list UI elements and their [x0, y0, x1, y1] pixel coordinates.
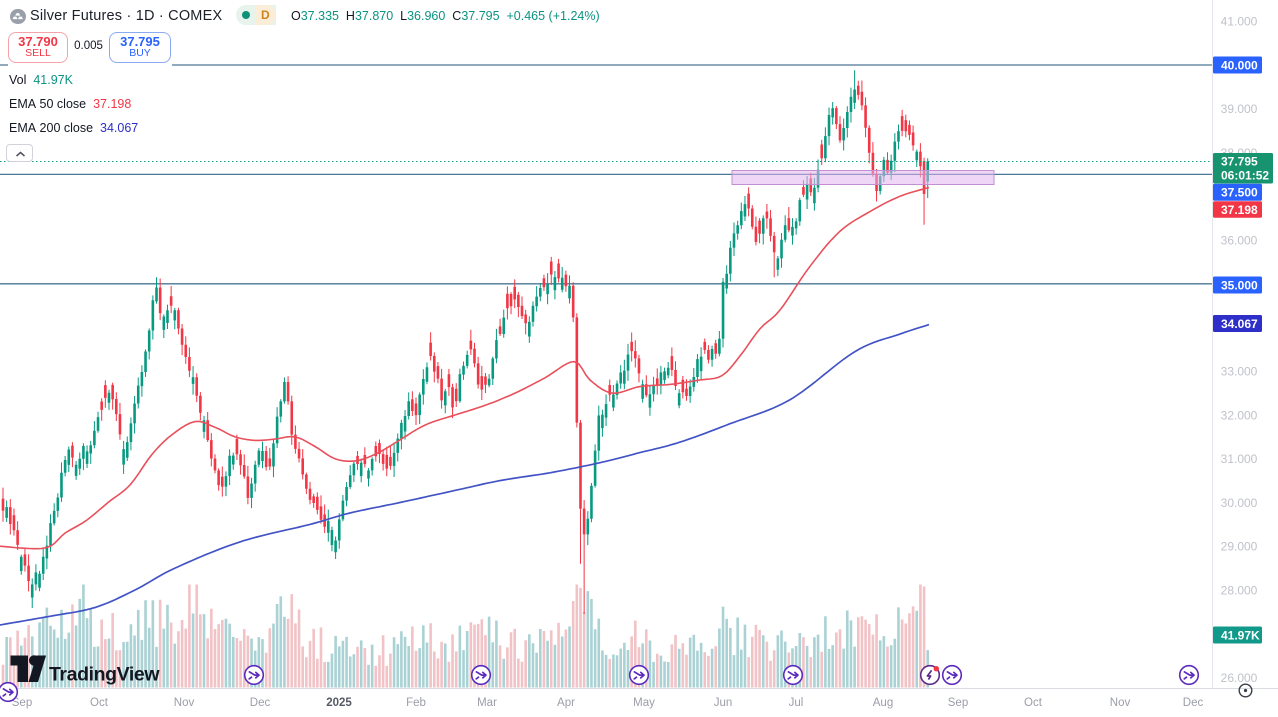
svg-text:37.198: 37.198: [1221, 203, 1258, 217]
svg-text:39.000: 39.000: [1221, 102, 1258, 116]
svg-text:Oct: Oct: [90, 697, 109, 709]
svg-text:Mar: Mar: [477, 697, 497, 709]
svg-text:Jul: Jul: [789, 697, 804, 709]
svg-text:Sep: Sep: [12, 697, 32, 709]
svg-text:2025: 2025: [326, 697, 352, 709]
svg-text:Feb: Feb: [406, 697, 426, 709]
svg-text:TradingView: TradingView: [49, 664, 160, 686]
svg-text:06:01:52: 06:01:52: [1221, 169, 1269, 183]
svg-text:29.000: 29.000: [1221, 540, 1258, 554]
svg-text:May: May: [633, 697, 655, 709]
svg-text:Jun: Jun: [714, 697, 733, 709]
svg-text:34.067: 34.067: [1221, 317, 1258, 331]
svg-text:Dec: Dec: [1183, 697, 1204, 709]
svg-text:Nov: Nov: [174, 697, 195, 709]
svg-text:Dec: Dec: [250, 697, 271, 709]
svg-text:36.000: 36.000: [1221, 233, 1258, 247]
svg-text:Nov: Nov: [1110, 697, 1131, 709]
svg-text:26.000: 26.000: [1221, 671, 1258, 685]
svg-text:32.000: 32.000: [1221, 408, 1258, 422]
svg-text:33.000: 33.000: [1221, 365, 1258, 379]
svg-text:Aug: Aug: [873, 697, 893, 709]
svg-text:35.000: 35.000: [1221, 278, 1258, 292]
svg-text:Apr: Apr: [557, 697, 575, 709]
svg-text:37.795: 37.795: [1221, 155, 1258, 169]
svg-text:Sep: Sep: [948, 697, 968, 709]
svg-text:28.000: 28.000: [1221, 583, 1258, 597]
svg-text:40.000: 40.000: [1221, 58, 1258, 72]
svg-text:31.000: 31.000: [1221, 452, 1258, 466]
svg-text:30.000: 30.000: [1221, 496, 1258, 510]
svg-text:Oct: Oct: [1024, 697, 1043, 709]
svg-text:41.97K: 41.97K: [1221, 628, 1260, 642]
svg-text:41.000: 41.000: [1221, 15, 1258, 29]
svg-text:37.500: 37.500: [1221, 186, 1258, 200]
